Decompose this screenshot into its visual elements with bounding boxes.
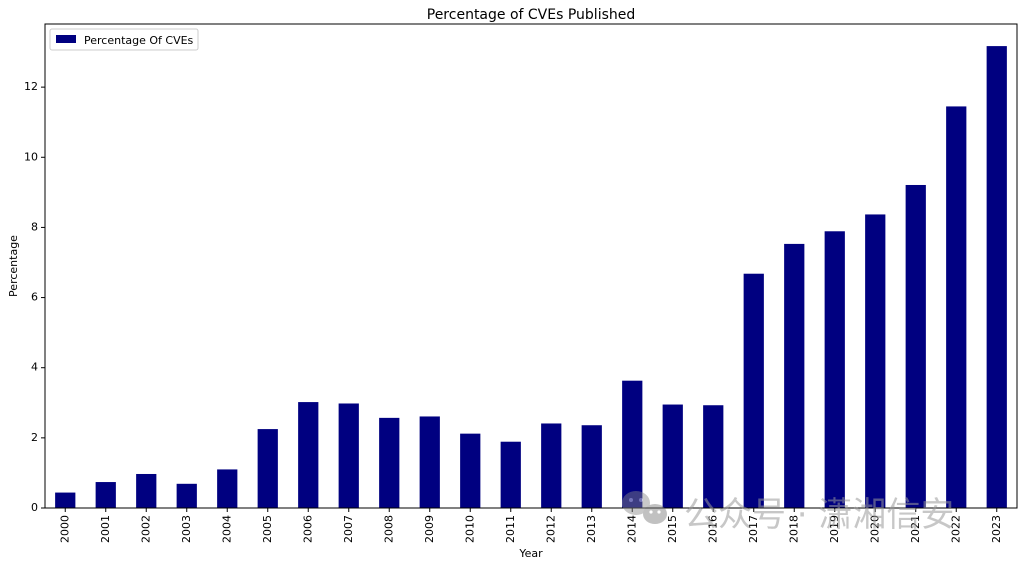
x-tick-label: 2020 — [868, 515, 881, 543]
bar-2010 — [460, 433, 481, 508]
plot-frame — [44, 23, 1018, 509]
watermark: 公众号 · 潇湘信安 — [622, 491, 954, 535]
bar-2000 — [55, 492, 76, 508]
x-tick-label: 2014 — [625, 515, 638, 543]
x-tick-label: 2022 — [949, 515, 962, 543]
x-tick-label: 2015 — [666, 515, 679, 543]
legend-swatch — [56, 35, 76, 43]
y-tick-label: 2 — [31, 431, 38, 444]
bar-2008 — [379, 417, 400, 508]
bar-2017 — [743, 273, 764, 508]
x-tick-label: 2007 — [342, 515, 355, 543]
y-tick-label: 4 — [31, 361, 38, 374]
x-tick-label: 2016 — [706, 515, 719, 543]
wechat-icon — [622, 491, 667, 524]
bar-2002 — [136, 473, 157, 508]
bar-2011 — [500, 441, 521, 508]
bar-2022 — [946, 106, 967, 508]
y-tick-label: 6 — [31, 291, 38, 304]
bar-2005 — [257, 429, 278, 508]
chart-title: Percentage of CVEs Published — [427, 7, 636, 23]
bar-2021 — [905, 184, 926, 508]
bar-2001 — [95, 482, 116, 508]
x-tick-label: 2017 — [747, 515, 760, 543]
x-tick-label: 2009 — [423, 515, 436, 543]
legend: Percentage Of CVEs — [49, 28, 199, 51]
x-tick-label: 2013 — [585, 515, 598, 543]
legend-box — [49, 28, 199, 51]
bar-2020 — [865, 214, 886, 508]
bar-2018 — [784, 243, 805, 508]
bar-2019 — [824, 231, 845, 508]
x-tick-label: 2019 — [828, 515, 841, 543]
bar-2004 — [217, 469, 238, 508]
y-tick-label: 0 — [31, 501, 38, 514]
x-axis-label: Year — [518, 547, 543, 560]
x-tick-label: 2021 — [909, 515, 922, 543]
y-axis: 0 2 4 6 8 10 12 — [24, 80, 45, 514]
x-tick-label: 2004 — [220, 515, 233, 543]
y-tick-label: 8 — [31, 220, 38, 233]
x-tick-label: 2006 — [301, 515, 314, 543]
legend-label: Percentage Of CVEs — [84, 34, 194, 47]
y-axis-label: Percentage — [7, 235, 20, 297]
watermark-text: 公众号 · 潇湘信安 — [684, 495, 954, 535]
bar-2023 — [986, 46, 1007, 509]
y-tick-label: 10 — [24, 150, 38, 163]
x-tick-label: 2012 — [544, 515, 557, 543]
bar-2013 — [581, 425, 602, 508]
bar-group — [55, 46, 1007, 509]
x-tick-label: 2003 — [180, 515, 193, 543]
x-tick-label: 2001 — [99, 515, 112, 543]
bar-2012 — [541, 423, 562, 508]
x-tick-label: 2005 — [261, 515, 274, 543]
bar-2003 — [176, 483, 197, 508]
bar-2014 — [622, 380, 643, 508]
bar-2006 — [298, 402, 319, 508]
x-tick-label: 2023 — [990, 515, 1003, 543]
x-tick-label: 2018 — [787, 515, 800, 543]
bar-2007 — [338, 403, 359, 508]
bar-2015 — [662, 404, 683, 508]
x-tick-label: 2000 — [58, 515, 71, 543]
x-tick-label: 2010 — [463, 515, 476, 543]
x-tick-label: 2008 — [382, 515, 395, 543]
bar-2009 — [419, 416, 440, 508]
x-axis: 2000 2001 2002 2003 2004 2005 2006 2007 2008 2009… — [58, 508, 1003, 543]
x-tick-label: 2011 — [504, 515, 517, 543]
bar-2016 — [703, 405, 724, 508]
y-tick-label: 12 — [24, 80, 38, 93]
x-tick-label: 2002 — [139, 515, 152, 543]
